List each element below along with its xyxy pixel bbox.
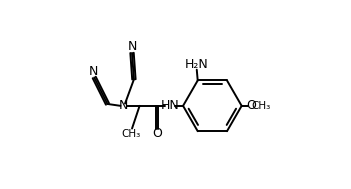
Text: O: O bbox=[246, 99, 257, 112]
Text: CH₃: CH₃ bbox=[252, 101, 271, 111]
Text: N: N bbox=[88, 65, 98, 78]
Text: H₂N: H₂N bbox=[185, 58, 208, 71]
Text: O: O bbox=[152, 127, 162, 140]
Text: N: N bbox=[127, 40, 137, 53]
Text: N: N bbox=[119, 99, 128, 112]
Text: CH₃: CH₃ bbox=[121, 129, 141, 139]
Text: HN: HN bbox=[160, 99, 179, 112]
